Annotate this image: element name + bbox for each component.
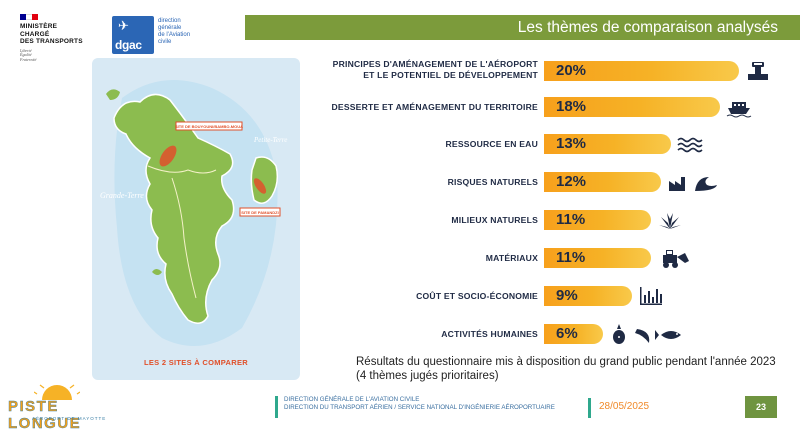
theme-bar bbox=[544, 324, 603, 344]
ferry-icon bbox=[726, 96, 752, 118]
airplane-icon: ✈ bbox=[118, 18, 129, 33]
petite-terre-label: Petite-Terre bbox=[253, 136, 287, 144]
plant-icon bbox=[657, 209, 683, 231]
french-flag-icon bbox=[20, 14, 38, 20]
theme-label: RESSOURCE EN EAU bbox=[445, 139, 538, 149]
factory-wave-icon bbox=[667, 171, 719, 193]
theme-label: RISQUES NATURELS bbox=[447, 177, 538, 187]
theme-value: 18% bbox=[556, 98, 587, 115]
dgac-description: direction générale de l'Aviation civile bbox=[158, 18, 191, 45]
map-panel: SITE DE BOUYOUNI/BAMBO-MOUA SITE DE PAMA… bbox=[92, 58, 300, 380]
theme-row: RISQUES NATURELS 12% bbox=[300, 169, 800, 195]
mayotte-map: SITE DE BOUYOUNI/BAMBO-MOUA SITE DE PAMA… bbox=[100, 80, 287, 346]
theme-bar bbox=[544, 248, 652, 268]
airport-tower-icon bbox=[745, 60, 771, 82]
dgac-logo: ✈ dgac direction générale de l'Aviation … bbox=[112, 16, 214, 54]
theme-row: DESSERTE ET AMÉNAGEMENT DU TERRITOIRE 18% bbox=[300, 94, 800, 120]
sun-icon bbox=[34, 384, 80, 400]
footer-organization: DIRECTION GÉNÉRALE DE L'AVIATION CIVILE … bbox=[275, 396, 581, 418]
dgac-emblem: ✈ dgac bbox=[112, 16, 154, 54]
survey-note: Résultats du questionnaire mis à disposi… bbox=[356, 356, 776, 382]
site1-label: SITE DE BOUYOUNI/BAMBO-MOUA bbox=[175, 124, 243, 129]
theme-row: MILIEUX NATURELS 11% bbox=[300, 207, 800, 233]
theme-bar bbox=[544, 97, 720, 117]
footer-date: 28/05/2025 bbox=[588, 398, 738, 418]
theme-value: 20% bbox=[556, 62, 587, 79]
petite-terre-island bbox=[250, 156, 279, 204]
theme-bar bbox=[544, 172, 661, 192]
theme-label: COÛT ET SOCIO-ÉCONOMIE bbox=[416, 291, 538, 301]
theme-label: PRINCIPES D'AMÉNAGEMENT DE L'AÉROPORT ET … bbox=[332, 59, 538, 80]
page-number: 23 bbox=[745, 396, 777, 418]
theme-value: 11% bbox=[556, 211, 586, 228]
theme-value: 6% bbox=[556, 325, 578, 342]
theme-bar bbox=[544, 286, 632, 306]
brand-subtitle: AÉROPORT DE MAYOTTE bbox=[32, 416, 107, 421]
piste-longue-logo: PISTE LONGUE AÉROPORT DE MAYOTTE bbox=[8, 384, 128, 432]
theme-value: 13% bbox=[556, 135, 587, 152]
theme-value: 12% bbox=[556, 173, 587, 190]
theme-row: RESSOURCE EN EAU 13% bbox=[300, 131, 800, 157]
ministry-name: MINISTÈRE CHARGÉ DES TRANSPORTS bbox=[20, 23, 83, 45]
site2-area bbox=[253, 178, 267, 194]
title-banner: Les thèmes de comparaison analysés bbox=[245, 15, 800, 40]
site1-area bbox=[159, 145, 177, 167]
theme-row: PRINCIPES D'AMÉNAGEMENT DE L'AÉROPORT ET … bbox=[300, 58, 800, 84]
theme-row: MATÉRIAUX 11% bbox=[300, 245, 800, 271]
theme-row: ACTIVITÉS HUMAINES 6% bbox=[300, 321, 800, 347]
theme-bar bbox=[544, 210, 652, 230]
theme-label: DESSERTE ET AMÉNAGEMENT DU TERRITOIRE bbox=[331, 102, 538, 112]
republic-motto: Liberté Égalité Fraternité bbox=[20, 47, 37, 62]
brand-name: PISTE LONGUE bbox=[8, 398, 82, 432]
grande-terre-label: Grande-Terre bbox=[100, 191, 144, 200]
theme-value: 11% bbox=[556, 249, 586, 266]
site2-label: SITE DE PAMANDZI bbox=[241, 210, 278, 215]
theme-row: COÛT ET SOCIO-ÉCONOMIE 9% bbox=[300, 283, 800, 309]
theme-label: MATÉRIAUX bbox=[485, 253, 538, 263]
water-waves-icon bbox=[677, 133, 703, 155]
theme-bar bbox=[544, 61, 739, 81]
ministry-logo: MINISTÈRE CHARGÉ DES TRANSPORTS Liberté … bbox=[20, 14, 100, 62]
map-caption: LES 2 SITES À COMPARER bbox=[144, 358, 248, 367]
theme-label: MILIEUX NATURELS bbox=[451, 215, 538, 225]
grande-terre-island bbox=[113, 93, 235, 324]
bar-chart-icon bbox=[638, 285, 664, 307]
fruit-fish-icon bbox=[609, 323, 685, 345]
theme-label: ACTIVITÉS HUMAINES bbox=[441, 329, 538, 339]
theme-bar bbox=[544, 134, 671, 154]
bulldozer-icon bbox=[657, 247, 691, 269]
theme-value: 9% bbox=[556, 287, 578, 304]
page-title: Les thèmes de comparaison analysés bbox=[517, 19, 778, 36]
